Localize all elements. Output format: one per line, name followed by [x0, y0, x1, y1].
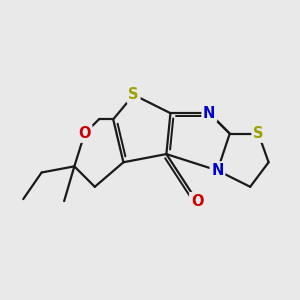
Text: N: N — [203, 106, 215, 121]
Text: S: S — [253, 126, 264, 141]
Text: S: S — [128, 87, 139, 102]
Text: O: O — [191, 194, 203, 208]
Text: N: N — [211, 163, 224, 178]
Text: O: O — [78, 126, 91, 141]
